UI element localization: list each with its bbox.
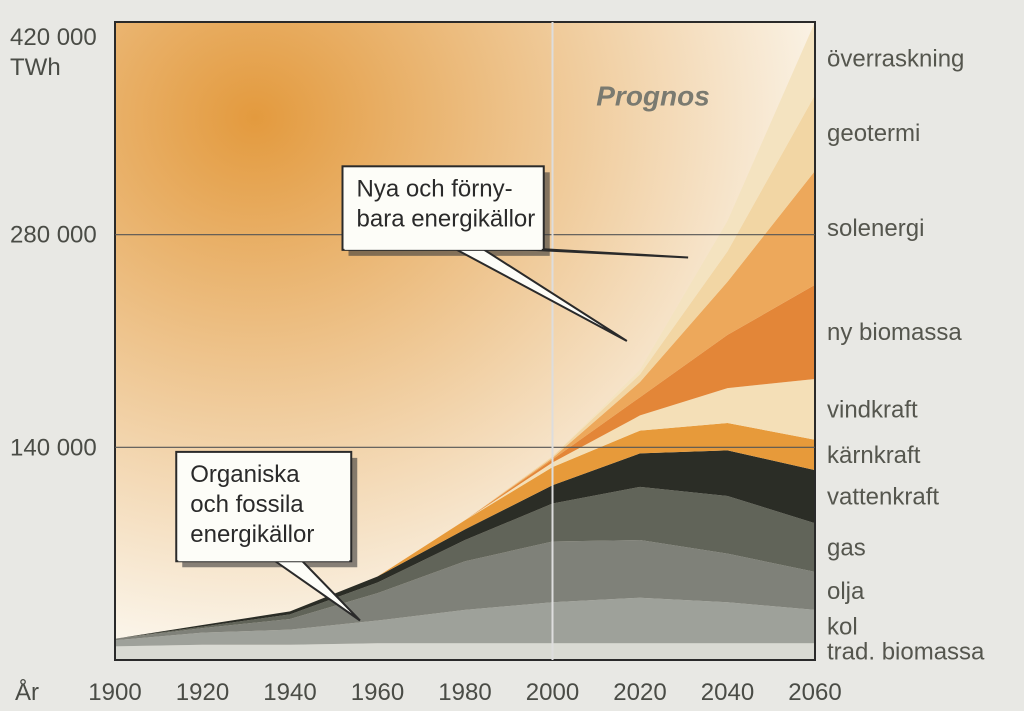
x-tick-label: 2040 (701, 679, 754, 706)
energy-area-chart: 420 000 TWh 140 000 280 000 År 1900 1920 1940 19… (0, 0, 1024, 711)
series-label-kol: kol (827, 614, 858, 641)
series-label-solenergi: solenergi (827, 215, 924, 242)
series-label-ny_biomassa: ny biomassa (827, 319, 962, 346)
prognos-label: Prognos (596, 81, 710, 112)
x-tick-label: 1940 (263, 679, 316, 706)
series-label-overraskning: överraskning (827, 45, 964, 72)
series-label-karnkraft: kärnkraft (827, 442, 921, 469)
area-trad_biomassa (115, 643, 815, 660)
series-label-geotermi: geotermi (827, 120, 920, 147)
x-tick-label: 1900 (88, 679, 141, 706)
x-axis-label: År (15, 678, 39, 706)
series-label-vattenkraft: vattenkraft (827, 484, 939, 511)
x-tick-label: 2000 (526, 679, 579, 706)
x-tick-label: 1920 (176, 679, 229, 706)
x-tick-label: 2060 (788, 679, 841, 706)
series-label-gas: gas (827, 535, 866, 562)
y-unit: TWh (10, 54, 61, 81)
callout-text-renewable: bara energikällor (357, 205, 536, 232)
y-tick-label: 280 000 (10, 222, 97, 249)
series-label-vindkraft: vindkraft (827, 396, 918, 423)
x-tick-label: 1960 (351, 679, 404, 706)
y-tick-420000: 420 000 (10, 24, 97, 51)
callout-text-fossil: energikällor (190, 521, 314, 548)
callout-text-renewable: Nya och förny- (357, 175, 513, 202)
callout-mask (345, 246, 542, 250)
x-tick-label: 1980 (438, 679, 491, 706)
callout-text-fossil: Organiska (190, 461, 300, 488)
chart-svg: 420 000 TWh 140 000 280 000 År 1900 1920 1940 19… (0, 0, 1024, 711)
series-label-olja: olja (827, 578, 865, 605)
x-tick-label: 2020 (613, 679, 666, 706)
series-label-trad_biomassa: trad. biomassa (827, 639, 985, 666)
callout-text-fossil: och fossila (190, 491, 304, 518)
y-tick-label: 140 000 (10, 434, 97, 461)
callout-mask (178, 557, 349, 561)
